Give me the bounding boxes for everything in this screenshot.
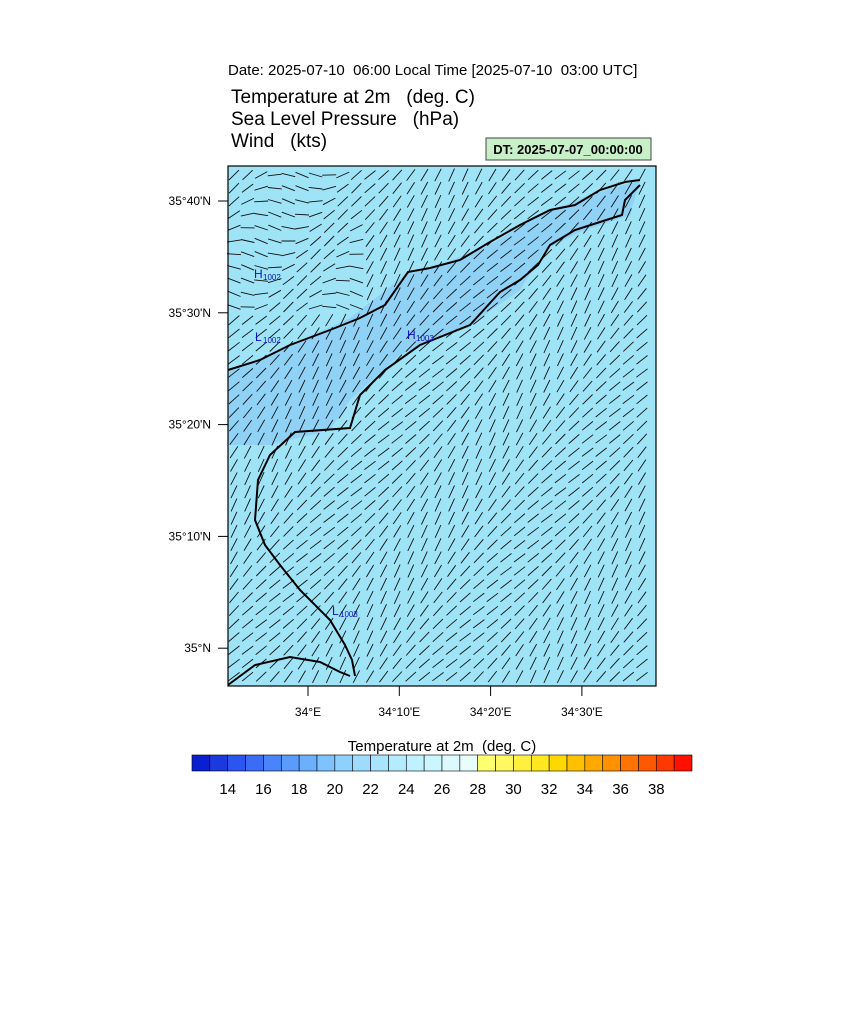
colorbar: 14 16 18 20 22 24 26 28 30 32 34 36 38	[191, 754, 693, 798]
colorbar-label: 38	[648, 781, 665, 798]
coastline	[227, 179, 641, 371]
title: Temperature at 2m (deg. C)	[231, 87, 475, 108]
colorbar-box	[280, 754, 300, 772]
colorbar-box	[405, 754, 425, 772]
colorbar-box	[584, 754, 604, 772]
lon-label: 34°E	[295, 705, 321, 719]
lat-label: 35°N	[184, 641, 211, 655]
colorbar-label: 32	[541, 781, 558, 798]
wind-barbs	[226, 168, 648, 684]
lat-label: 35°20'N	[169, 418, 211, 432]
pressure-letter: L	[332, 604, 339, 618]
colorbar-box	[602, 754, 621, 772]
coastline	[253, 184, 641, 677]
colorbar-box	[298, 754, 318, 772]
colorbar-label: 26	[434, 781, 451, 798]
pressure-value: 1003	[416, 334, 434, 343]
lon-label: 34°20'E	[470, 705, 512, 719]
lon-label: 34°10'E	[378, 705, 420, 719]
colorbar-box	[334, 754, 354, 772]
colorbar-label: 28	[469, 781, 486, 798]
colorbar-label: 14	[219, 781, 236, 798]
colorbar-box	[655, 754, 675, 772]
pressure-value: 1002	[263, 336, 281, 345]
colorbar-label: 34	[577, 781, 594, 798]
map-frame	[227, 165, 657, 687]
colorbar-box	[548, 754, 568, 772]
colorbar-box	[370, 754, 389, 772]
pressure-value: 1002	[263, 273, 281, 282]
colorbar-box	[495, 754, 514, 772]
colorbar-box	[423, 754, 443, 772]
coastline	[227, 655, 351, 686]
colorbar-box	[513, 754, 532, 772]
colorbar-box	[620, 754, 639, 772]
colorbar-box	[263, 754, 282, 772]
colorbar-box	[209, 754, 229, 772]
map-axes: 35°40'N 35°30'N 35°20'N 35°10'N 35°N 34°E 34°1…	[169, 194, 603, 719]
map: H 1002 L 1002 H 1003 L 1003	[226, 165, 657, 687]
title: Wind (kts)	[231, 131, 327, 152]
colorbar-box	[245, 754, 264, 772]
colorbar-box	[638, 754, 657, 772]
date-line: Date: 2025-07-10 06:00 Local Time [2025-…	[228, 62, 637, 79]
colorbar-box	[191, 754, 211, 772]
colorbar-box	[441, 754, 461, 772]
pressure-letter: H	[407, 328, 416, 342]
colorbar-label: 24	[398, 781, 415, 798]
colorbar-label: 36	[612, 781, 629, 798]
colorbar-box	[673, 754, 693, 772]
colorbar-label: 18	[291, 781, 308, 798]
pressure-letter: L	[255, 330, 262, 344]
colorbar-box	[227, 754, 246, 772]
lat-label: 35°40'N	[169, 194, 211, 208]
lon-label: 34°30'E	[561, 705, 603, 719]
wind-barb-set	[226, 168, 648, 684]
colorbar-box	[566, 754, 586, 772]
title: Sea Level Pressure (hPa)	[231, 109, 459, 130]
colorbar-title: Temperature at 2m (deg. C)	[348, 738, 536, 755]
colorbar-label: 22	[362, 781, 379, 798]
pressure-value: 1003	[340, 610, 358, 619]
pressure-letter: H	[254, 267, 263, 281]
colorbar-box	[530, 754, 550, 772]
colorbar-label: 16	[255, 781, 272, 798]
colorbar-label: 20	[327, 781, 344, 798]
cool-band	[228, 180, 640, 445]
lat-label: 35°10'N	[169, 529, 211, 543]
colorbar-box	[459, 754, 479, 772]
colorbar-label: 30	[505, 781, 522, 798]
dt-box	[485, 137, 652, 161]
colorbar-box	[388, 754, 407, 772]
colorbar-box	[477, 754, 496, 772]
colorbar-box	[352, 754, 371, 772]
colorbar-box	[316, 754, 336, 772]
dt-text: DT: 2025-07-07_00:00:00	[493, 142, 643, 157]
lat-label: 35°30'N	[169, 306, 211, 320]
